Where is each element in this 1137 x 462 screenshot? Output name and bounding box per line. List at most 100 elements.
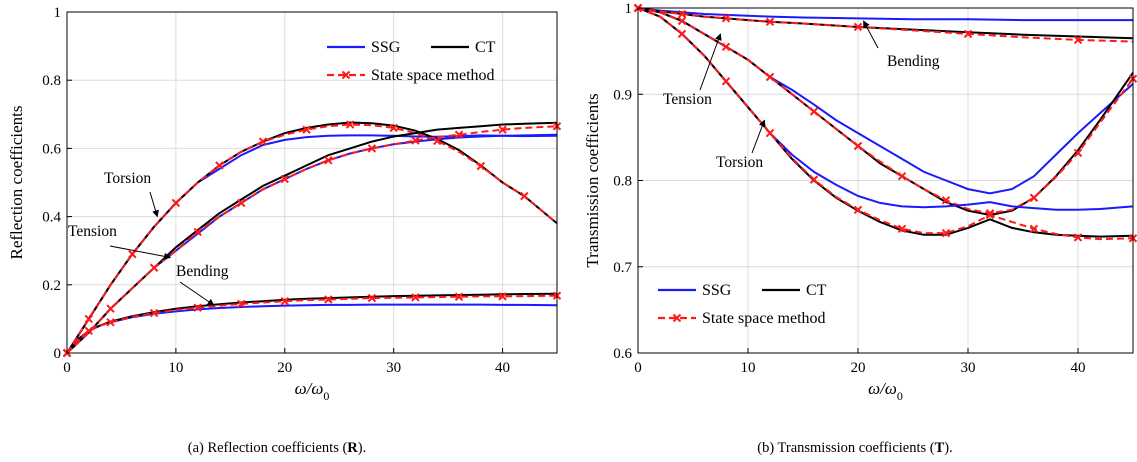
x-tick-label: 20 bbox=[851, 360, 866, 376]
annotation-arrow-bending bbox=[179, 281, 215, 306]
data-point-marker bbox=[280, 296, 289, 306]
series-line-tension-ct bbox=[66, 121, 558, 354]
data-point-marker bbox=[258, 137, 268, 146]
y-tick-label: 0.7 bbox=[613, 260, 632, 276]
caption-left-suffix: ). bbox=[358, 440, 366, 456]
data-point-marker bbox=[237, 198, 246, 208]
data-point-marker bbox=[1073, 35, 1083, 45]
series-group bbox=[633, 3, 1137, 243]
data-point-marker bbox=[853, 141, 863, 151]
data-point-marker bbox=[853, 205, 863, 215]
series-line-bending-ssg bbox=[66, 303, 558, 354]
data-point-marker bbox=[324, 295, 333, 304]
x-tick-label: 10 bbox=[741, 360, 756, 376]
x-axis-label-main: ω/ω bbox=[295, 379, 324, 398]
series-line-torsion-ct bbox=[637, 7, 1134, 238]
data-point-marker bbox=[498, 292, 507, 301]
x-tick-label: 0 bbox=[63, 360, 71, 376]
series-line-bending-ct bbox=[637, 7, 1134, 40]
data-point-marker bbox=[302, 125, 311, 134]
annotation-label-bending: Bending bbox=[176, 263, 229, 280]
legend-marker bbox=[672, 313, 682, 323]
data-point-marker bbox=[345, 120, 355, 129]
data-point-marker bbox=[128, 249, 137, 259]
data-point-marker bbox=[498, 125, 507, 134]
data-point-marker bbox=[454, 130, 464, 139]
caption-left: (a) Reflection coefficients (R). bbox=[188, 440, 367, 456]
legend-label-state-space-method: State space method bbox=[371, 67, 495, 84]
data-point-marker bbox=[853, 22, 863, 32]
x-tick-label: 40 bbox=[495, 360, 510, 376]
data-point-marker bbox=[677, 9, 687, 19]
legend: SSG CT State space method bbox=[658, 282, 827, 327]
data-point-marker bbox=[721, 14, 731, 23]
series-line-tension-state-space-method bbox=[66, 125, 558, 354]
data-point-marker bbox=[809, 107, 819, 116]
annotation-arrow-bending bbox=[863, 20, 879, 49]
x-tick-label: 40 bbox=[1071, 360, 1086, 376]
caption-right-suffix: ). bbox=[944, 440, 952, 456]
data-point-marker bbox=[433, 136, 442, 146]
x-axis-label-main: ω/ω bbox=[868, 379, 897, 398]
annotation-label-bending: Bending bbox=[887, 53, 940, 70]
data-point-marker bbox=[84, 314, 93, 324]
data-point-marker bbox=[193, 303, 202, 312]
data-point-marker bbox=[1029, 224, 1039, 234]
data-point-marker bbox=[677, 16, 687, 26]
data-point-marker bbox=[897, 171, 907, 181]
data-point-marker bbox=[280, 174, 289, 184]
data-point-marker bbox=[411, 293, 420, 302]
x-tick-label: 20 bbox=[277, 360, 292, 376]
annotation-label-torsion: Torsion bbox=[716, 154, 763, 171]
y-axis-label: Transmission coefficients bbox=[583, 93, 602, 267]
grid bbox=[637, 7, 1133, 354]
y-tick-label: 1 bbox=[54, 5, 62, 21]
x-axis-label-subscript: 0 bbox=[323, 389, 329, 403]
series-line-tension-state-space-method bbox=[637, 7, 1134, 215]
data-point-marker bbox=[941, 228, 951, 238]
data-point-marker bbox=[985, 210, 995, 220]
data-point-marker bbox=[897, 224, 907, 234]
annotation-arrow-tension bbox=[699, 33, 722, 91]
data-point-marker bbox=[149, 263, 159, 272]
series-line-bending-state-space-method bbox=[637, 7, 1134, 43]
caption-left-prefix: (a) Reflection coefficients ( bbox=[188, 440, 348, 456]
data-point-marker bbox=[520, 191, 529, 201]
series-line-bending-ssg bbox=[637, 7, 1133, 22]
data-point-marker bbox=[193, 227, 202, 237]
y-tick-label: 0.8 bbox=[42, 73, 61, 89]
data-point-marker bbox=[106, 318, 115, 327]
legend: SSG CT State space method bbox=[327, 39, 496, 84]
annotation-label-tension: Tension bbox=[663, 91, 712, 108]
series-line-torsion-state-space-method bbox=[66, 123, 558, 354]
data-point-marker bbox=[765, 72, 775, 82]
legend-label-state-space-method: State space method bbox=[702, 310, 826, 327]
y-tick-label: 0.2 bbox=[42, 278, 61, 294]
legend-label-ssg: SSG bbox=[371, 39, 401, 56]
data-point-marker bbox=[367, 293, 377, 303]
data-point-marker bbox=[721, 77, 731, 86]
x-axis-label: ω/ω0 bbox=[868, 379, 903, 403]
plot-frame bbox=[66, 11, 558, 354]
annotation-arrow-tension bbox=[109, 245, 172, 260]
data-point-marker bbox=[171, 198, 181, 208]
y-tick-label: 1 bbox=[625, 1, 633, 17]
data-point-marker bbox=[765, 128, 775, 138]
data-point-marker bbox=[677, 29, 687, 39]
data-point-marker bbox=[324, 156, 333, 165]
x-tick-label: 10 bbox=[168, 360, 183, 376]
annotation-label-torsion: Torsion bbox=[104, 170, 151, 187]
data-point-marker bbox=[765, 17, 775, 27]
series-group bbox=[62, 120, 562, 358]
series-line-torsion-ct bbox=[66, 121, 558, 354]
caption-right-prefix: (b) Transmission coefficients ( bbox=[757, 440, 935, 456]
data-point-marker bbox=[84, 326, 93, 336]
y-tick-label: 0.6 bbox=[613, 346, 632, 362]
x-tick-label: 30 bbox=[961, 360, 976, 376]
data-point-marker bbox=[1073, 148, 1083, 158]
data-point-marker bbox=[237, 299, 246, 309]
y-tick-label: 0.6 bbox=[42, 141, 61, 157]
caption-left-bold: R bbox=[347, 440, 358, 456]
